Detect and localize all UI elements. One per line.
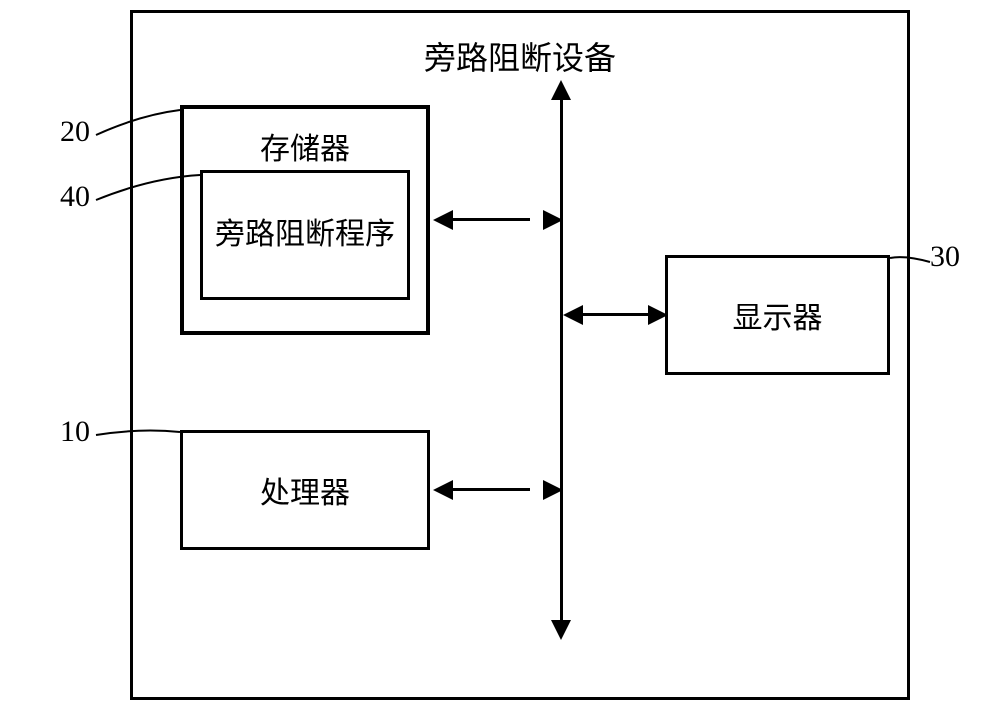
arrow-right-icon: [648, 305, 668, 325]
display-label: 显示器: [733, 293, 823, 337]
connector-processor-bus: [450, 488, 530, 491]
display-box-component: 显示器: [665, 255, 890, 375]
processor-box: 处理器: [180, 430, 430, 550]
arrow-right-icon: [543, 210, 563, 230]
ref-label-20: 20: [60, 115, 90, 149]
ref-label-40: 40: [60, 180, 90, 214]
processor-label: 处理器: [260, 468, 350, 512]
bus-arrow-up-icon: [551, 80, 571, 100]
connector-memory-bus: [450, 218, 530, 221]
bus-arrow-down-icon: [551, 620, 571, 640]
arrow-right-icon: [543, 480, 563, 500]
arrow-left-icon: [433, 210, 453, 230]
program-label: 旁路阻断程序: [215, 214, 395, 256]
connector-bus-display: [580, 313, 648, 316]
ref-label-10: 10: [60, 415, 90, 449]
device-title: 旁路阻断设备: [133, 33, 907, 79]
ref-label-30: 30: [930, 240, 960, 274]
arrow-left-icon: [563, 305, 583, 325]
program-box: 旁路阻断程序: [200, 170, 410, 300]
memory-title: 存储器: [184, 124, 426, 168]
bus-line: [560, 95, 563, 625]
arrow-left-icon: [433, 480, 453, 500]
